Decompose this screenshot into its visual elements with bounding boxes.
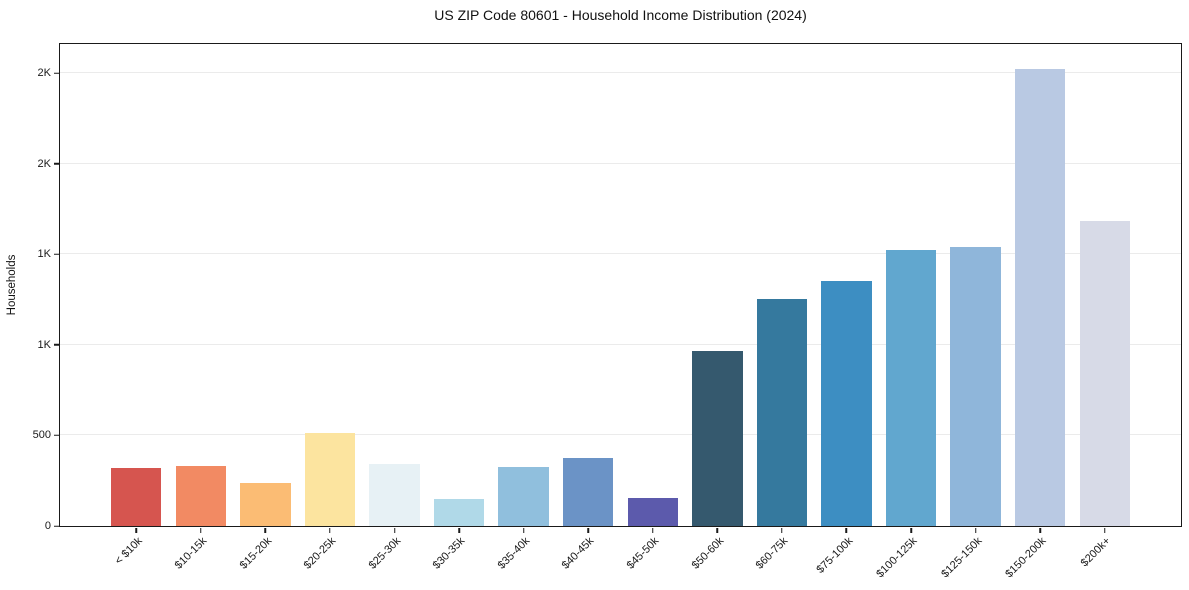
x-tick-mark — [1039, 527, 1041, 533]
bar — [1014, 69, 1066, 526]
x-tick-mark — [393, 527, 396, 533]
x-tick-mark — [845, 527, 848, 533]
x-tick-label: $30-35k — [430, 535, 468, 572]
x-tick-label: $45-50k — [624, 535, 662, 572]
bar — [175, 466, 227, 526]
bar — [240, 482, 291, 526]
x-tick-label: $200k+ — [1078, 535, 1114, 570]
bar-band: < $10k — [104, 44, 169, 567]
gridline — [60, 434, 1181, 436]
x-tick-mark — [200, 527, 202, 533]
y-tick-mark — [53, 525, 59, 527]
bar-band: $35-40k — [491, 44, 556, 572]
bar — [885, 249, 937, 526]
bar-band: $40-45k — [556, 44, 621, 572]
bar-band: $100-125k — [874, 44, 944, 580]
x-tick-mark — [135, 527, 138, 533]
bar — [111, 468, 162, 526]
bar-band: $60-75k — [750, 44, 815, 572]
plot-area: 0 500 1K 1K 2K 2K < $10k $10-15k $15-20k $20-25k… — [33, 43, 1182, 580]
y-tick-mark — [53, 434, 59, 437]
bar — [563, 458, 614, 526]
x-tick-label: $20-25k — [301, 535, 339, 572]
x-tick-mark — [716, 527, 719, 533]
x-tick-label: $25-30k — [366, 535, 404, 572]
bar-band: $10-15k — [169, 44, 234, 572]
y-tick-label: 2K — [37, 157, 51, 170]
bar-band: $30-35k — [427, 44, 492, 572]
y-tick-mark — [53, 72, 59, 74]
bar-band: $125-150k — [939, 44, 1008, 580]
x-tick-label: $40-45k — [560, 535, 597, 572]
y-tick-mark — [53, 344, 59, 346]
bar — [304, 432, 356, 526]
x-tick-label: $150-200k — [1003, 535, 1049, 581]
x-tick-mark — [910, 527, 912, 533]
bar-band: $25-30k — [362, 44, 427, 572]
x-tick-mark — [329, 527, 331, 533]
x-tick-mark — [458, 527, 460, 533]
x-tick-mark — [781, 527, 783, 533]
gridline — [60, 162, 1181, 164]
chart-title: US ZIP Code 80601 - Household Income Dis… — [434, 7, 807, 23]
bar — [433, 498, 485, 526]
bar — [369, 463, 420, 526]
gridline — [60, 343, 1181, 345]
x-tick-mark — [974, 527, 977, 533]
x-tick-label: $35-40k — [495, 535, 533, 572]
gridline — [60, 253, 1181, 255]
bar — [756, 298, 808, 526]
x-tick-label: $125-150k — [938, 535, 985, 581]
bar — [950, 246, 1001, 526]
x-tick-mark — [522, 527, 525, 533]
bar — [1079, 220, 1130, 526]
x-tick-mark — [264, 527, 267, 533]
x-tick-label: $15-20k — [237, 535, 274, 572]
bars-container: < $10k $10-15k $15-20k $20-25k $25-30k $30-35… — [60, 44, 1181, 580]
bar — [821, 281, 872, 526]
x-tick-mark — [1103, 527, 1106, 533]
bar — [627, 497, 678, 526]
x-tick-label: $100-125k — [874, 535, 920, 581]
x-tick-label: $60-75k — [753, 535, 791, 572]
bar — [692, 351, 743, 526]
bar-band: $50-60k — [685, 44, 750, 572]
y-tick-label: 2K — [37, 67, 51, 79]
bar-band: $20-25k — [298, 44, 363, 572]
x-tick-label: $50-60k — [689, 535, 726, 572]
bar-band: $45-50k — [621, 44, 686, 572]
y-tick-label: 1K — [37, 338, 51, 351]
y-tick-mark — [53, 253, 59, 255]
bar — [498, 467, 549, 526]
bar-band: $15-20k — [233, 44, 298, 572]
bar-band: $200k+ — [1072, 44, 1137, 569]
x-tick-mark — [652, 527, 654, 533]
x-tick-mark — [587, 527, 589, 533]
x-tick-label: $75-100k — [814, 535, 855, 576]
y-tick-mark — [53, 162, 59, 165]
y-tick-label: 0 — [44, 520, 51, 532]
x-tick-label: $10-15k — [172, 535, 210, 572]
bar-band: $150-200k — [1003, 44, 1073, 580]
y-axis-label: Households — [6, 254, 18, 316]
bar-band: $75-100k — [814, 44, 879, 576]
gridline — [60, 72, 1181, 73]
y-tick-label: 500 — [32, 429, 51, 442]
x-tick-label: < $10k — [112, 535, 145, 568]
y-tick-label: 1K — [37, 248, 51, 261]
